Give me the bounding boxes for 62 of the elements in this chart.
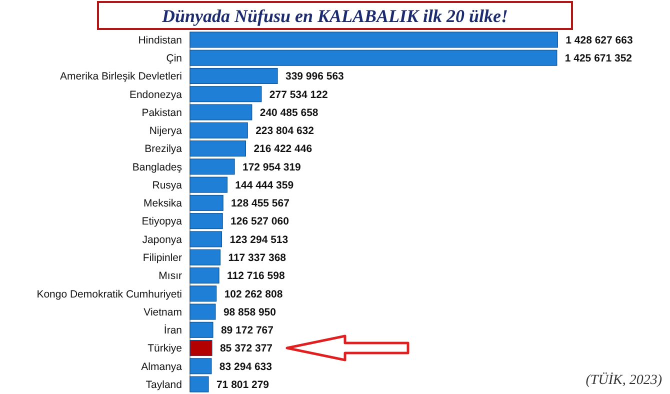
data-label: 123 294 513 xyxy=(230,234,288,246)
y-tick-label: Tayland xyxy=(146,378,182,391)
data-label: 98 858 950 xyxy=(223,306,276,318)
bar xyxy=(190,304,216,320)
bar xyxy=(190,104,252,120)
y-tick-label: Brezilya xyxy=(144,143,182,156)
data-label: 83 294 633 xyxy=(219,360,272,373)
y-tick-label: İran xyxy=(164,324,182,337)
data-label: 240 485 658 xyxy=(260,106,318,119)
y-tick-label: Meksika xyxy=(143,198,182,210)
data-label: 71 801 279 xyxy=(216,378,270,391)
bar xyxy=(190,176,228,193)
y-tick-label: Çin xyxy=(166,52,182,65)
bar xyxy=(190,267,220,284)
data-label: 172 954 319 xyxy=(242,161,302,174)
y-tick-label: Etiyopya xyxy=(142,216,182,228)
y-tick-label: Filipinler xyxy=(142,252,183,264)
data-label: 339 996 563 xyxy=(285,70,344,83)
bar xyxy=(190,158,235,175)
y-tick-label: Rusya xyxy=(152,179,182,192)
bar xyxy=(190,322,214,338)
bar xyxy=(190,122,248,138)
data-label: 277 534 122 xyxy=(269,88,328,101)
bar xyxy=(190,194,224,211)
bar xyxy=(190,340,212,356)
data-label: 1 428 627 663 xyxy=(566,34,633,46)
data-label: 117 337 368 xyxy=(228,252,286,264)
data-label: 144 444 359 xyxy=(235,179,294,192)
y-tick-label: Almanya xyxy=(141,360,182,373)
bar xyxy=(190,50,558,66)
data-label: 216 422 446 xyxy=(254,143,312,156)
data-label: 85 372 377 xyxy=(220,342,273,355)
text: (TÜİK, 2023) xyxy=(586,372,662,388)
y-tick-label: Japonya xyxy=(142,234,182,246)
data-label: 223 804 632 xyxy=(256,125,314,138)
bar xyxy=(190,286,217,302)
data-label: 1 425 671 352 xyxy=(564,52,632,65)
bar xyxy=(190,376,209,392)
y-tick-label: Vietnam xyxy=(144,306,182,318)
bar xyxy=(190,358,212,374)
bar xyxy=(190,231,222,248)
bar xyxy=(190,32,558,48)
data-label: 102 262 808 xyxy=(224,288,283,300)
chart-title: Dünyada Nüfusu en KALABALIK ilk 20 ülke! xyxy=(160,6,508,26)
y-tick-label: Amerika Birleşik Devletleri xyxy=(60,70,182,83)
data-label: 126 527 060 xyxy=(230,216,290,228)
bar xyxy=(190,213,223,230)
y-tick-label: Pakistan xyxy=(142,106,182,119)
bar xyxy=(190,140,246,157)
bar xyxy=(190,249,220,266)
y-tick-label: Mısır xyxy=(158,270,183,282)
data-label: 89 172 767 xyxy=(220,324,274,337)
data-label: 128 455 567 xyxy=(231,198,290,210)
data-label: 112 716 598 xyxy=(227,270,285,282)
y-tick-label: Türkiye xyxy=(148,342,182,355)
y-tick-label: Hindistan xyxy=(138,34,182,46)
y-tick-label: Endonezya xyxy=(129,88,182,101)
y-tick-label: Bangladeş xyxy=(132,161,182,174)
bar xyxy=(190,68,278,84)
y-tick-label: Nijerya xyxy=(149,125,182,138)
y-tick-label: Kongo Demokratik Cumhuriyeti xyxy=(36,288,182,300)
bar xyxy=(190,86,262,102)
